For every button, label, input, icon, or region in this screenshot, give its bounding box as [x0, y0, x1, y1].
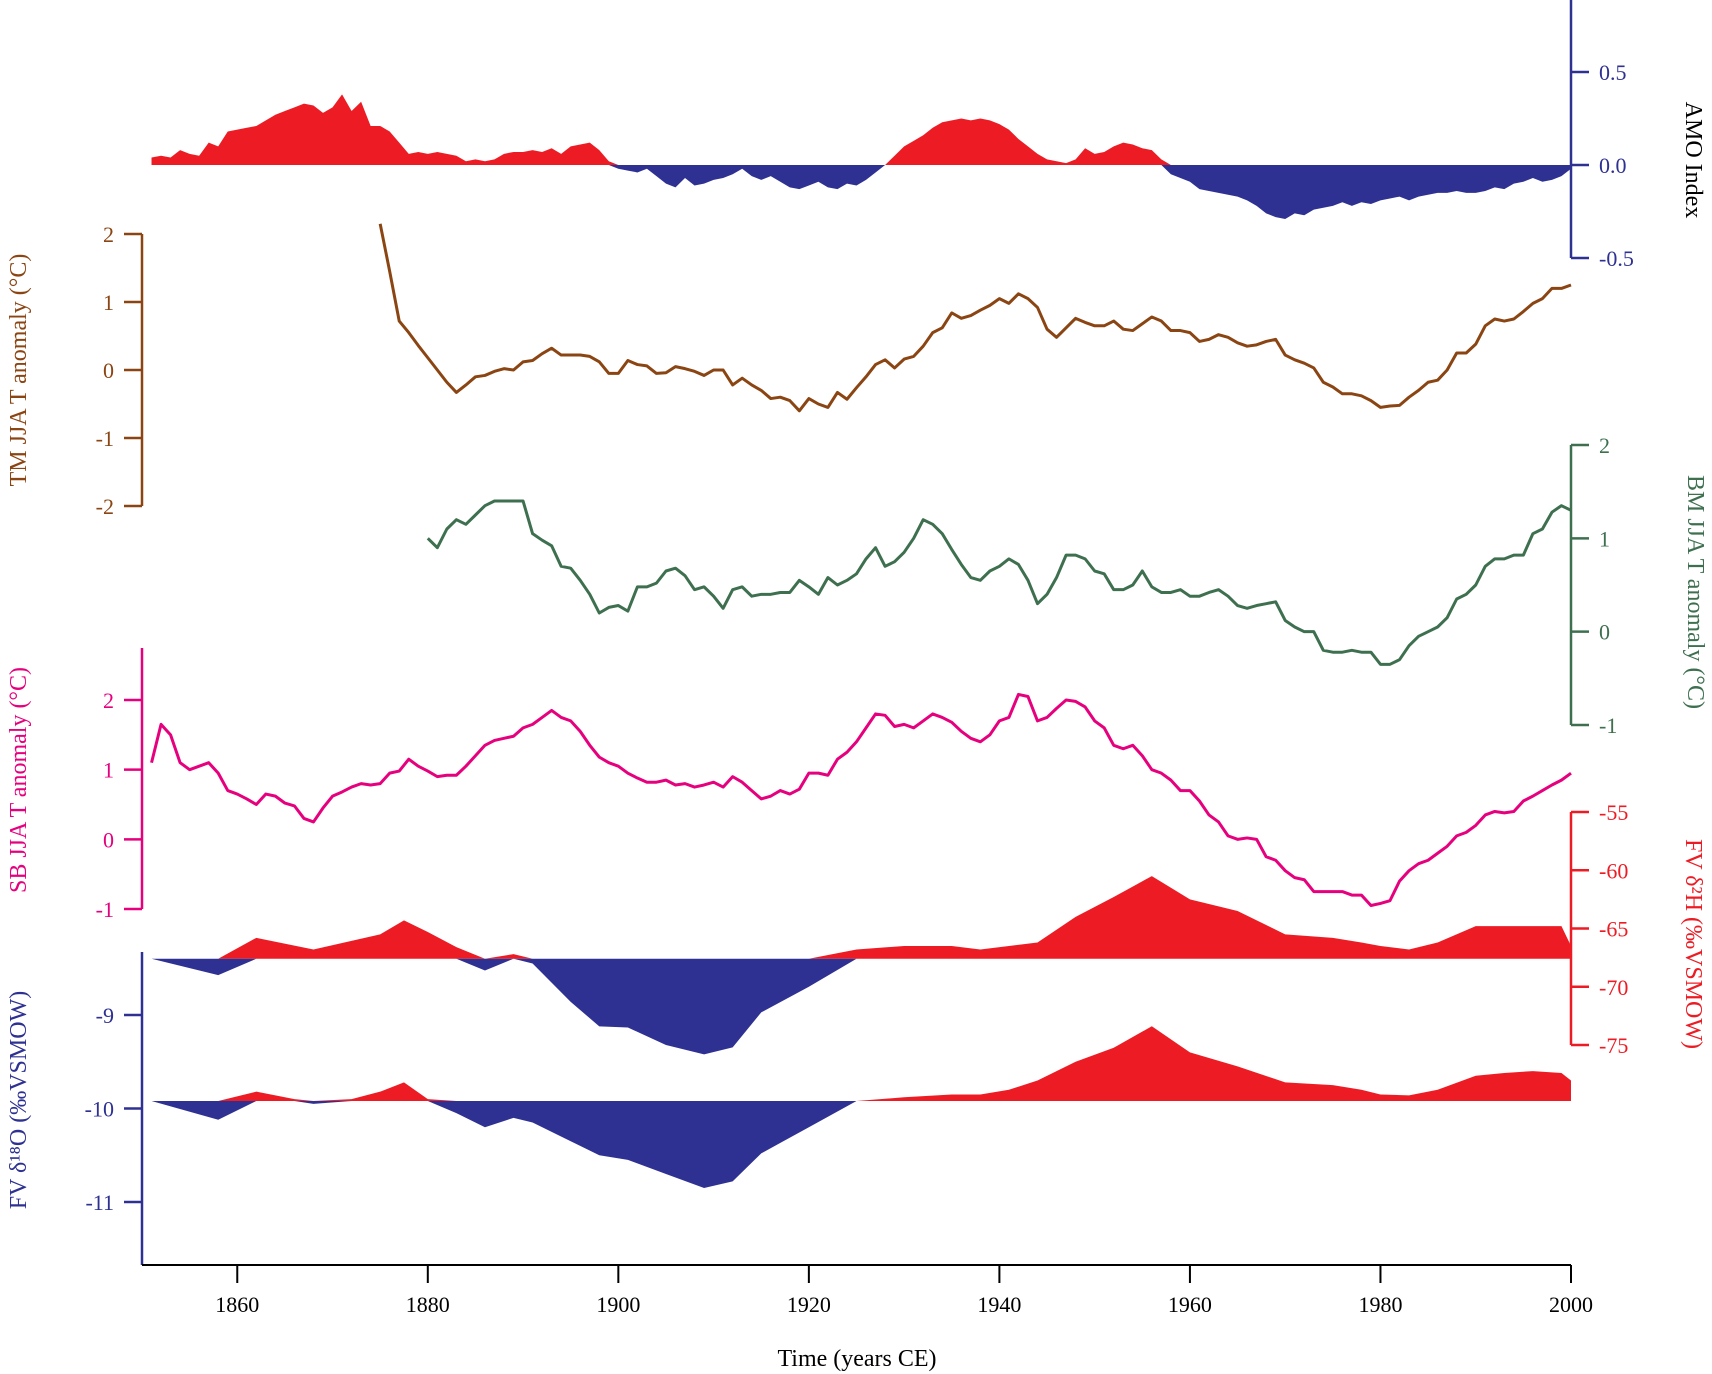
- bm-tick-label: 1: [1599, 526, 1610, 551]
- sb-line: [150, 692, 1572, 908]
- time-axis-tick-label: 1880: [406, 1292, 450, 1317]
- sb-axis: 2 1 0 -1 SB JJA T anomaly (°C): [6, 648, 144, 922]
- tm-line: [378, 223, 1572, 413]
- fv_d18o-axis-title: FV δ¹⁸O (‰VSMOW): [6, 991, 32, 1209]
- time-axis-tick-label: 1960: [1168, 1292, 1212, 1317]
- fv_d18o-positive-area: [151, 1026, 1572, 1102]
- fv_d18o-tick-label: -10: [85, 1097, 114, 1122]
- fv_d2h-positive-area: [151, 876, 1572, 959]
- fv_d2h-tick-label: -60: [1599, 858, 1628, 883]
- bm-tick-label: -1: [1599, 713, 1617, 738]
- tm-tick-label: -1: [96, 426, 114, 451]
- amo-positive-area: [151, 94, 1572, 165]
- time-axis-tick-label: 1920: [787, 1292, 831, 1317]
- amo-tick-label: 0.0: [1599, 153, 1627, 178]
- amo-area: [151, 94, 1572, 219]
- fv_d2h-tick-label: -65: [1599, 917, 1628, 942]
- amo-negative-area: [151, 165, 1572, 219]
- fv_d18o-area: [151, 1026, 1572, 1188]
- tm-axis: 2 1 0 -1 -2 TM JJA T anomaly (°C): [6, 222, 144, 519]
- amo-axis-title: AMO Index: [1680, 102, 1706, 219]
- fv_d2h-tick-label: -70: [1599, 975, 1628, 1000]
- fv_d2h-tick-label: -75: [1599, 1033, 1628, 1058]
- sb-axis-title: SB JJA T anomaly (°C): [6, 667, 32, 893]
- bm-axis: 2 1 0 -1 BM JJA T anomaly (°C): [1569, 433, 1708, 738]
- series-layer: [150, 94, 1572, 1188]
- time-axis-ticks: 1860 1880 1900 1920 1940 1960 1980 2000: [215, 1265, 1593, 1317]
- bm-axis-title: BM JJA T anomaly (°C): [1682, 475, 1708, 709]
- fv_d2h-negative-area: [151, 958, 1572, 1055]
- amo-tick-label: 0.5: [1599, 60, 1627, 85]
- time-axis-tick-label: 1900: [596, 1292, 640, 1317]
- time-axis-tick-label: 1980: [1358, 1292, 1402, 1317]
- bm-line: [426, 499, 1572, 666]
- amo-tick-label: -0.5: [1599, 246, 1634, 271]
- amo-axis: 0.5 0.0 -0.5 AMO Index: [1569, 0, 1706, 271]
- time-axis-title: Time (years CE): [777, 1346, 936, 1372]
- fv_d18o-tick-label: -11: [85, 1190, 114, 1215]
- fv_d18o-axis: -9 -10 -11 FV δ¹⁸O (‰VSMOW): [6, 952, 144, 1265]
- fv_d18o-tick-label: -9: [96, 1003, 114, 1028]
- time-axis-tick-label: 1940: [977, 1292, 1021, 1317]
- time-axis-tick-label: 1860: [215, 1292, 259, 1317]
- fv_d2h-axis: -55 -60 -65 -70 -75 FV δ²H (‰VSMOW): [1569, 800, 1706, 1058]
- fv_d18o-negative-area: [151, 1101, 1572, 1188]
- sb-tick-label: 2: [103, 688, 114, 713]
- bm-tick-label: 2: [1599, 433, 1610, 458]
- axes-layer: 0.5 0.0 -0.5 AMO Index 2 1 0 -1 -2 TM JJA T anoma…: [6, 0, 1708, 1265]
- bm-tick-label: 0: [1599, 620, 1610, 645]
- tm-axis-title: TM JJA T anomaly (°C): [6, 254, 32, 487]
- sb-tick-label: -1: [96, 897, 114, 922]
- sb-tick-label: 0: [103, 827, 114, 852]
- tm-tick-label: -2: [96, 494, 114, 519]
- fv_d2h-tick-label: -55: [1599, 800, 1628, 825]
- tm-tick-label: 2: [103, 222, 114, 247]
- fv_d2h-area: [151, 876, 1572, 1055]
- tm-tick-label: 0: [103, 358, 114, 383]
- fv_d2h-axis-title: FV δ²H (‰VSMOW): [1680, 839, 1706, 1049]
- sb-tick-label: 1: [103, 758, 114, 783]
- tm-tick-label: 1: [103, 290, 114, 315]
- time-axis: 1860 1880 1900 1920 1940 1960 1980 2000 Time (y…: [142, 1264, 1593, 1372]
- time-axis-tick-label: 2000: [1549, 1292, 1593, 1317]
